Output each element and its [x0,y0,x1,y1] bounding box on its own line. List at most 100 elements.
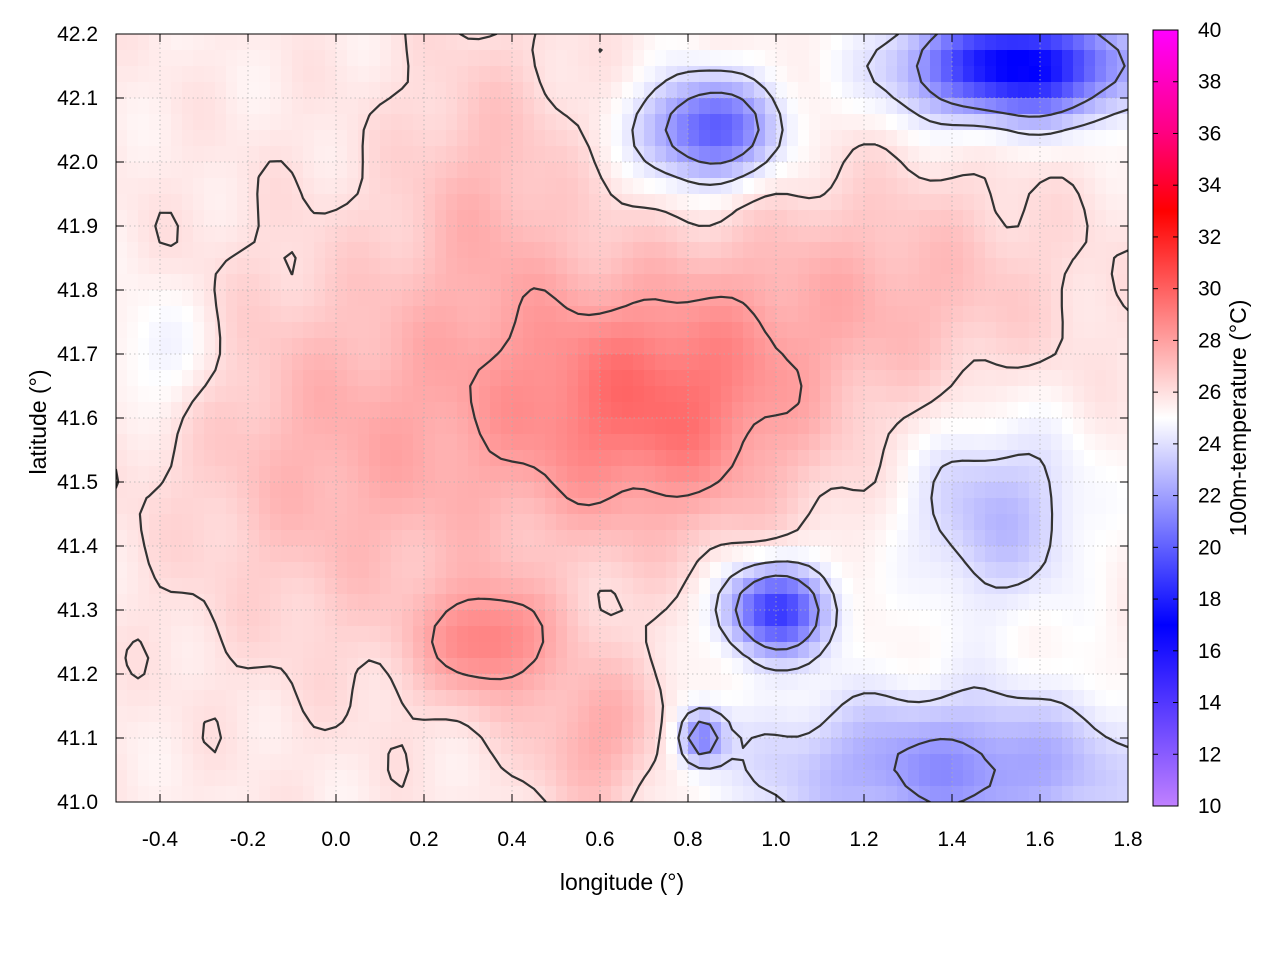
heatmap-cell [699,450,711,467]
heatmap-cell [787,706,799,723]
heatmap-cell [237,210,249,227]
heatmap-cell [776,34,788,51]
heatmap-cell [875,594,887,611]
heatmap-cell [1095,114,1107,131]
heatmap-cell [941,706,953,723]
heatmap-cell [149,354,161,371]
heatmap-cell [391,386,403,403]
heatmap-cell [644,290,656,307]
heatmap-cell [1062,434,1074,451]
heatmap-cell [897,418,909,435]
x-tick-label: 1.4 [937,828,967,851]
heatmap-cell [347,498,359,515]
heatmap-cell [611,322,623,339]
heatmap-cell [358,258,370,275]
heatmap-cell [138,594,150,611]
heatmap-cell [864,530,876,547]
heatmap-cell [204,178,216,195]
heatmap-cell [259,706,271,723]
heatmap-cell [567,178,579,195]
heatmap-cell [402,562,414,579]
heatmap-cell [534,450,546,467]
heatmap-cell [171,114,183,131]
heatmap-cell [402,130,414,147]
heatmap-cell [523,402,535,419]
heatmap-cell [908,178,920,195]
heatmap-cell [765,354,777,371]
heatmap-cell [952,690,964,707]
y-tick-label: 41.5 [57,471,98,494]
heatmap-cell [138,34,150,51]
heatmap-cell [435,98,447,115]
heatmap-cell [490,514,502,531]
heatmap-cell [809,338,821,355]
heatmap-cell [556,530,568,547]
heatmap-cell [545,338,557,355]
heatmap-cell [699,674,711,691]
heatmap-cell [215,130,227,147]
heatmap-cell [545,690,557,707]
heatmap-cell [281,674,293,691]
heatmap-cell [567,434,579,451]
heatmap-cell [952,402,964,419]
heatmap-cell [545,706,557,723]
heatmap-cell [578,338,590,355]
heatmap-cell [996,546,1008,563]
heatmap-cell [941,258,953,275]
heatmap-cell [842,434,854,451]
heatmap-cell [644,466,656,483]
heatmap-cell [358,274,370,291]
heatmap-cell [171,706,183,723]
heatmap-cell [325,722,337,739]
heatmap-cell [1007,114,1019,131]
heatmap-cell [127,450,139,467]
heatmap-cell [952,786,964,802]
heatmap-cell [853,658,865,675]
heatmap-cell [930,194,942,211]
heatmap-cell [281,722,293,739]
heatmap-cell [1029,402,1041,419]
heatmap-cell [611,514,623,531]
heatmap-cell [215,754,227,771]
heatmap-cell [809,258,821,275]
heatmap-cell [380,482,392,499]
heatmap-cell [237,514,249,531]
heatmap-cell [182,290,194,307]
heatmap-cell [369,450,381,467]
heatmap-cell [589,690,601,707]
heatmap-cell [1062,162,1074,179]
heatmap-cell [182,514,194,531]
heatmap-cell [512,66,524,83]
heatmap-cell [1084,738,1096,755]
heatmap-cell [765,738,777,755]
heatmap-cell [270,114,282,131]
heatmap-cell [270,194,282,211]
heatmap-cell [688,242,700,259]
heatmap-cell [875,386,887,403]
heatmap-cell [138,194,150,211]
heatmap-cell [215,546,227,563]
heatmap-cell [853,466,865,483]
heatmap-cell [369,402,381,419]
heatmap-cell [479,114,491,131]
heatmap-cell [600,242,612,259]
heatmap-cell [380,130,392,147]
heatmap-cell [886,482,898,499]
heatmap-cell [545,514,557,531]
heatmap-cell [369,210,381,227]
heatmap-cell [160,194,172,211]
heatmap-cell [556,722,568,739]
heatmap-cell [930,594,942,611]
heatmap-cell [897,546,909,563]
heatmap-cell [1084,178,1096,195]
heatmap-cell [314,610,326,627]
heatmap-cell [633,322,645,339]
heatmap-cell [941,498,953,515]
heatmap-cell [391,562,403,579]
heatmap-cell [127,642,139,659]
heatmap-cell [567,162,579,179]
heatmap-cell [116,738,128,755]
heatmap-cell [1062,274,1074,291]
heatmap-cell [424,114,436,131]
heatmap-cell [1117,162,1128,179]
